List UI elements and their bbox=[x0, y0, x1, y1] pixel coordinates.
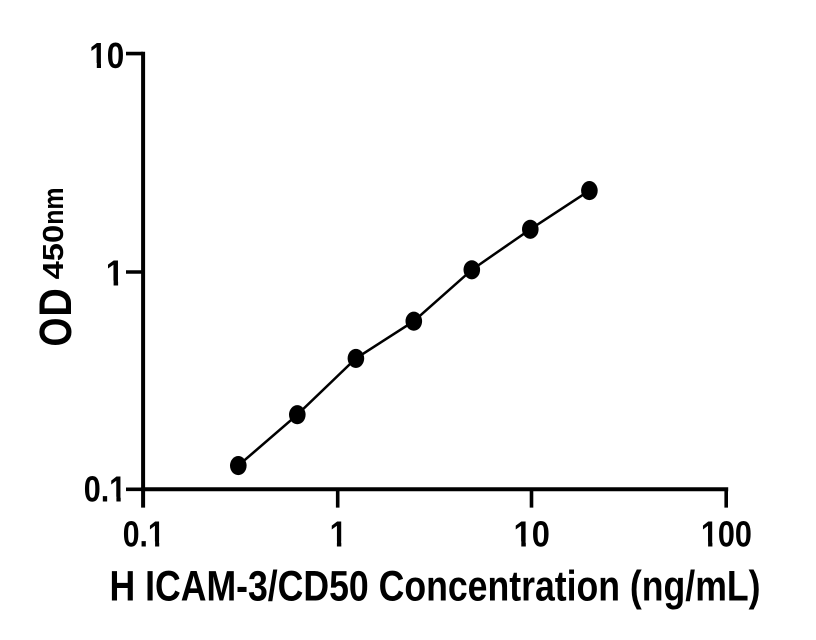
svg-text:H ICAM-3/CD50 Concentration (n: H ICAM-3/CD50 Concentration (ng/mL) bbox=[110, 563, 761, 611]
svg-text:nm: nm bbox=[38, 188, 70, 225]
svg-text:1: 1 bbox=[330, 513, 347, 554]
svg-text:D: D bbox=[30, 288, 81, 316]
svg-text:0.1: 0.1 bbox=[123, 513, 165, 554]
svg-text:10: 10 bbox=[514, 513, 550, 554]
svg-text:10: 10 bbox=[89, 35, 124, 76]
svg-text:100: 100 bbox=[701, 513, 752, 554]
svg-text:1: 1 bbox=[106, 252, 124, 293]
svg-text:450: 450 bbox=[38, 225, 70, 280]
svg-text:0.1: 0.1 bbox=[84, 469, 127, 510]
svg-text:O: O bbox=[30, 318, 81, 347]
